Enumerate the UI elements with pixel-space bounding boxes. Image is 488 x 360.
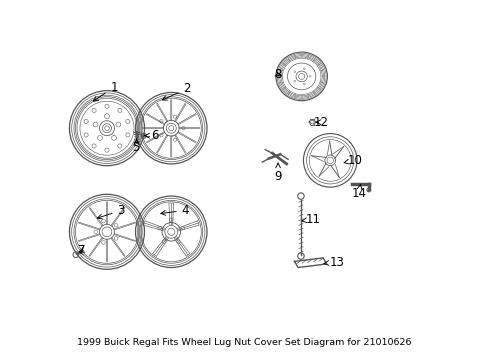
Text: 7: 7 [78,244,85,257]
Text: 2: 2 [162,82,191,100]
Text: 13: 13 [324,256,344,269]
Text: 9: 9 [274,163,281,183]
Text: 3: 3 [97,204,125,219]
Text: 14: 14 [350,184,366,200]
Text: 12: 12 [313,116,328,129]
Text: 6: 6 [144,129,158,142]
Text: 1999 Buick Regal Fits Wheel Lug Nut Cover Set Diagram for 21010626: 1999 Buick Regal Fits Wheel Lug Nut Cove… [77,338,411,347]
Text: 1: 1 [93,81,118,101]
Text: 5: 5 [132,139,140,154]
Text: 11: 11 [301,213,320,226]
Text: 10: 10 [344,154,362,167]
Text: 8: 8 [274,68,282,81]
Text: 4: 4 [161,204,189,217]
